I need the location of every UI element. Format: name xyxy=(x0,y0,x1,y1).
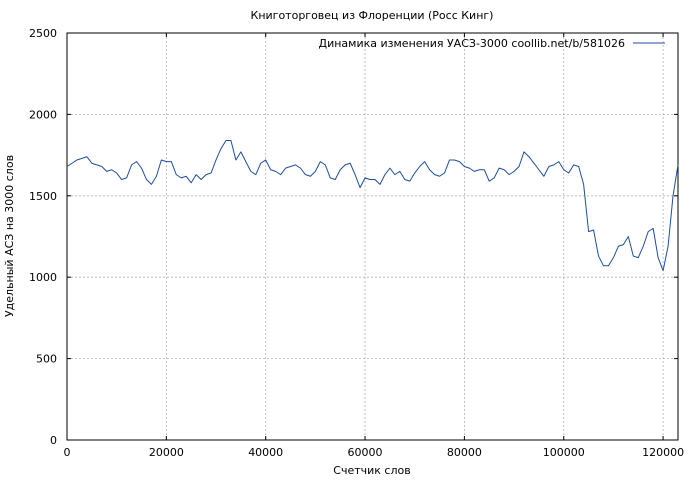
plot-frame xyxy=(66,32,679,441)
x-tick-label: 0 xyxy=(64,446,71,459)
y-tick-label: 1500 xyxy=(29,190,57,203)
y-tick-label: 2000 xyxy=(29,108,57,121)
grid xyxy=(67,33,678,440)
x-tick-label: 40000 xyxy=(248,446,283,459)
y-tick-label: 2500 xyxy=(29,27,57,40)
x-axis: 0 20000 40000 60000 80000 100000 120000 xyxy=(64,33,684,459)
chart-title: Книготорговец из Флоренции (Росс Кинг) xyxy=(251,9,494,22)
y-tick-label: 1000 xyxy=(29,271,57,284)
x-tick-label: 20000 xyxy=(149,446,184,459)
x-tick-label: 120000 xyxy=(642,446,684,459)
x-tick-label: 60000 xyxy=(348,446,383,459)
y-tick-label: 0 xyxy=(50,434,57,447)
y-axis: 0 500 1000 1500 2000 2500 xyxy=(29,27,678,447)
x-tick-label: 80000 xyxy=(447,446,482,459)
legend: Динамика изменения УАСЗ-3000 coollib.net… xyxy=(319,37,665,50)
x-tick-label: 100000 xyxy=(543,446,585,459)
series-layer xyxy=(66,139,679,272)
legend-label: Динамика изменения УАСЗ-3000 coollib.net… xyxy=(319,37,626,50)
x-axis-label: Счетчик слов xyxy=(333,464,410,477)
y-axis-label: Удельный АСЗ на 3000 слов xyxy=(3,155,16,317)
y-tick-label: 500 xyxy=(36,353,57,366)
series-line-0 xyxy=(66,139,679,272)
